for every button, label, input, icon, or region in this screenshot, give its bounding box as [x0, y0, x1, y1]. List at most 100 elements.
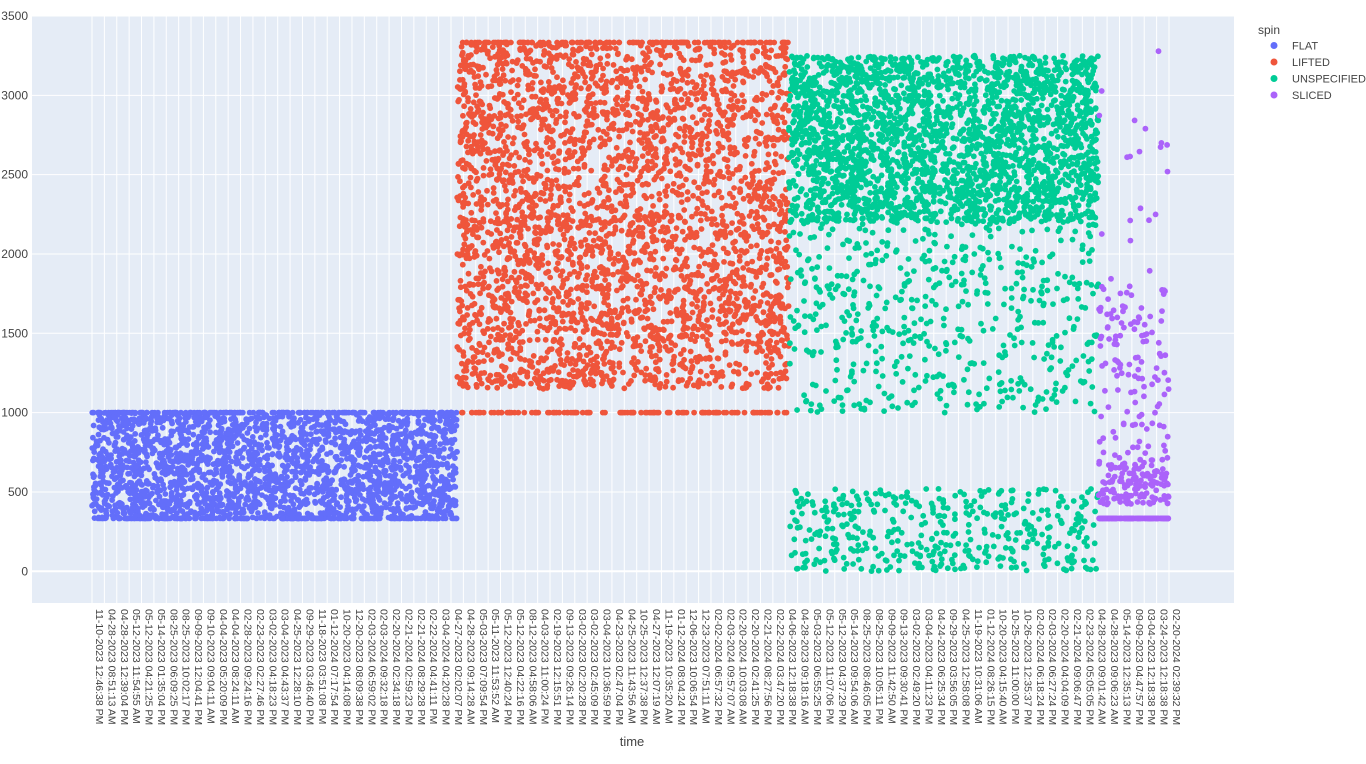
scatter-point: [617, 277, 624, 284]
scatter-point: [608, 208, 615, 215]
scatter-point: [126, 453, 133, 459]
scatter-point: [594, 204, 601, 211]
scatter-point: [615, 326, 622, 333]
scatter-point: [776, 250, 783, 257]
scatter-point: [610, 261, 617, 267]
scatter-point: [112, 448, 119, 454]
scatter-point: [229, 475, 236, 481]
scatter-point: [284, 507, 291, 514]
scatter-point: [348, 456, 355, 463]
scatter-point: [707, 61, 714, 68]
scatter-point: [203, 515, 210, 522]
scatter-point: [624, 304, 631, 311]
scatter-point: [395, 417, 402, 424]
scatter-point: [694, 162, 701, 169]
scatter-point: [469, 319, 476, 326]
scatter-point: [485, 376, 491, 382]
scatter-point: [345, 503, 351, 509]
scatter-point: [103, 456, 109, 463]
scatter-point: [754, 48, 761, 55]
scatter-point: [705, 409, 711, 416]
scatter-point: [244, 463, 251, 470]
scatter-point: [635, 257, 642, 264]
scatter-point: [522, 189, 529, 196]
scatter-point: [391, 451, 397, 458]
scatter-point: [441, 446, 447, 452]
scatter-point: [415, 418, 422, 424]
scatter-point: [613, 144, 620, 151]
scatter-point: [450, 497, 457, 503]
scatter-point: [499, 283, 506, 290]
scatter-point: [711, 176, 718, 183]
scatter-point: [709, 307, 716, 313]
scatter-point: [337, 515, 344, 522]
scatter-point: [571, 110, 577, 117]
scatter-point: [182, 427, 189, 434]
scatter-point: [507, 78, 514, 85]
scatter-point: [461, 103, 467, 110]
scatter-point: [470, 119, 477, 126]
scatter-point: [385, 480, 392, 487]
scatter-point: [117, 478, 124, 485]
scatter-point: [754, 317, 761, 324]
scatter-point: [513, 328, 519, 335]
scatter-point: [228, 468, 235, 475]
scatter-point: [397, 515, 404, 522]
scatter-point: [621, 212, 628, 219]
scatter-point: [351, 477, 357, 484]
scatter-point: [90, 422, 97, 429]
scatter-point: [643, 365, 650, 372]
scatter-point: [740, 265, 747, 271]
scatter-point: [483, 158, 490, 164]
scatter-point: [253, 515, 260, 522]
scatter-point: [783, 409, 790, 416]
scatter-point: [141, 488, 148, 495]
scatter-point: [468, 184, 474, 191]
scatter-point: [286, 439, 293, 446]
scatter-point: [636, 137, 643, 144]
scatter-point: [774, 79, 781, 86]
scatter-point: [323, 475, 330, 481]
scatter-point: [188, 449, 195, 456]
scatter-point: [372, 422, 378, 428]
scatter-point: [689, 309, 696, 316]
scatter-point: [176, 442, 183, 449]
scatter-point: [748, 160, 755, 167]
scatter-point: [519, 173, 525, 179]
scatter-point: [429, 505, 436, 512]
scatter-point: [240, 509, 247, 516]
scatter-point: [271, 515, 278, 522]
scatter-point: [717, 277, 723, 284]
scatter-point: [376, 459, 382, 465]
scatter-point: [272, 417, 279, 424]
scatter-point: [751, 68, 758, 74]
scatter-point: [210, 489, 216, 496]
scatter-point: [317, 447, 323, 454]
scatter-point: [103, 480, 110, 486]
scatter-point: [308, 425, 315, 431]
scatter-point: [249, 457, 256, 464]
scatter-point: [435, 425, 442, 431]
scatter-point: [406, 483, 413, 490]
scatter-point: [127, 496, 134, 503]
scatter-point: [752, 135, 759, 142]
scatter-point: [384, 411, 391, 417]
scatter-point: [253, 414, 259, 421]
scatter-point: [319, 422, 325, 429]
scatter-point: [356, 451, 363, 458]
scatter-point: [205, 495, 212, 501]
scatter-point: [154, 483, 161, 489]
scatter-point: [167, 457, 174, 464]
scatter-point: [348, 443, 354, 450]
scatter-point: [612, 224, 619, 231]
scatter-point: [704, 189, 710, 196]
scatter-point: [174, 493, 180, 500]
scatter-point: [554, 213, 561, 220]
scatter-point: [717, 308, 724, 315]
scatter-point: [231, 491, 238, 497]
scatter-point: [89, 502, 95, 509]
scatter-point: [591, 303, 598, 310]
scatter-point: [302, 442, 308, 449]
scatter-point: [370, 497, 376, 504]
